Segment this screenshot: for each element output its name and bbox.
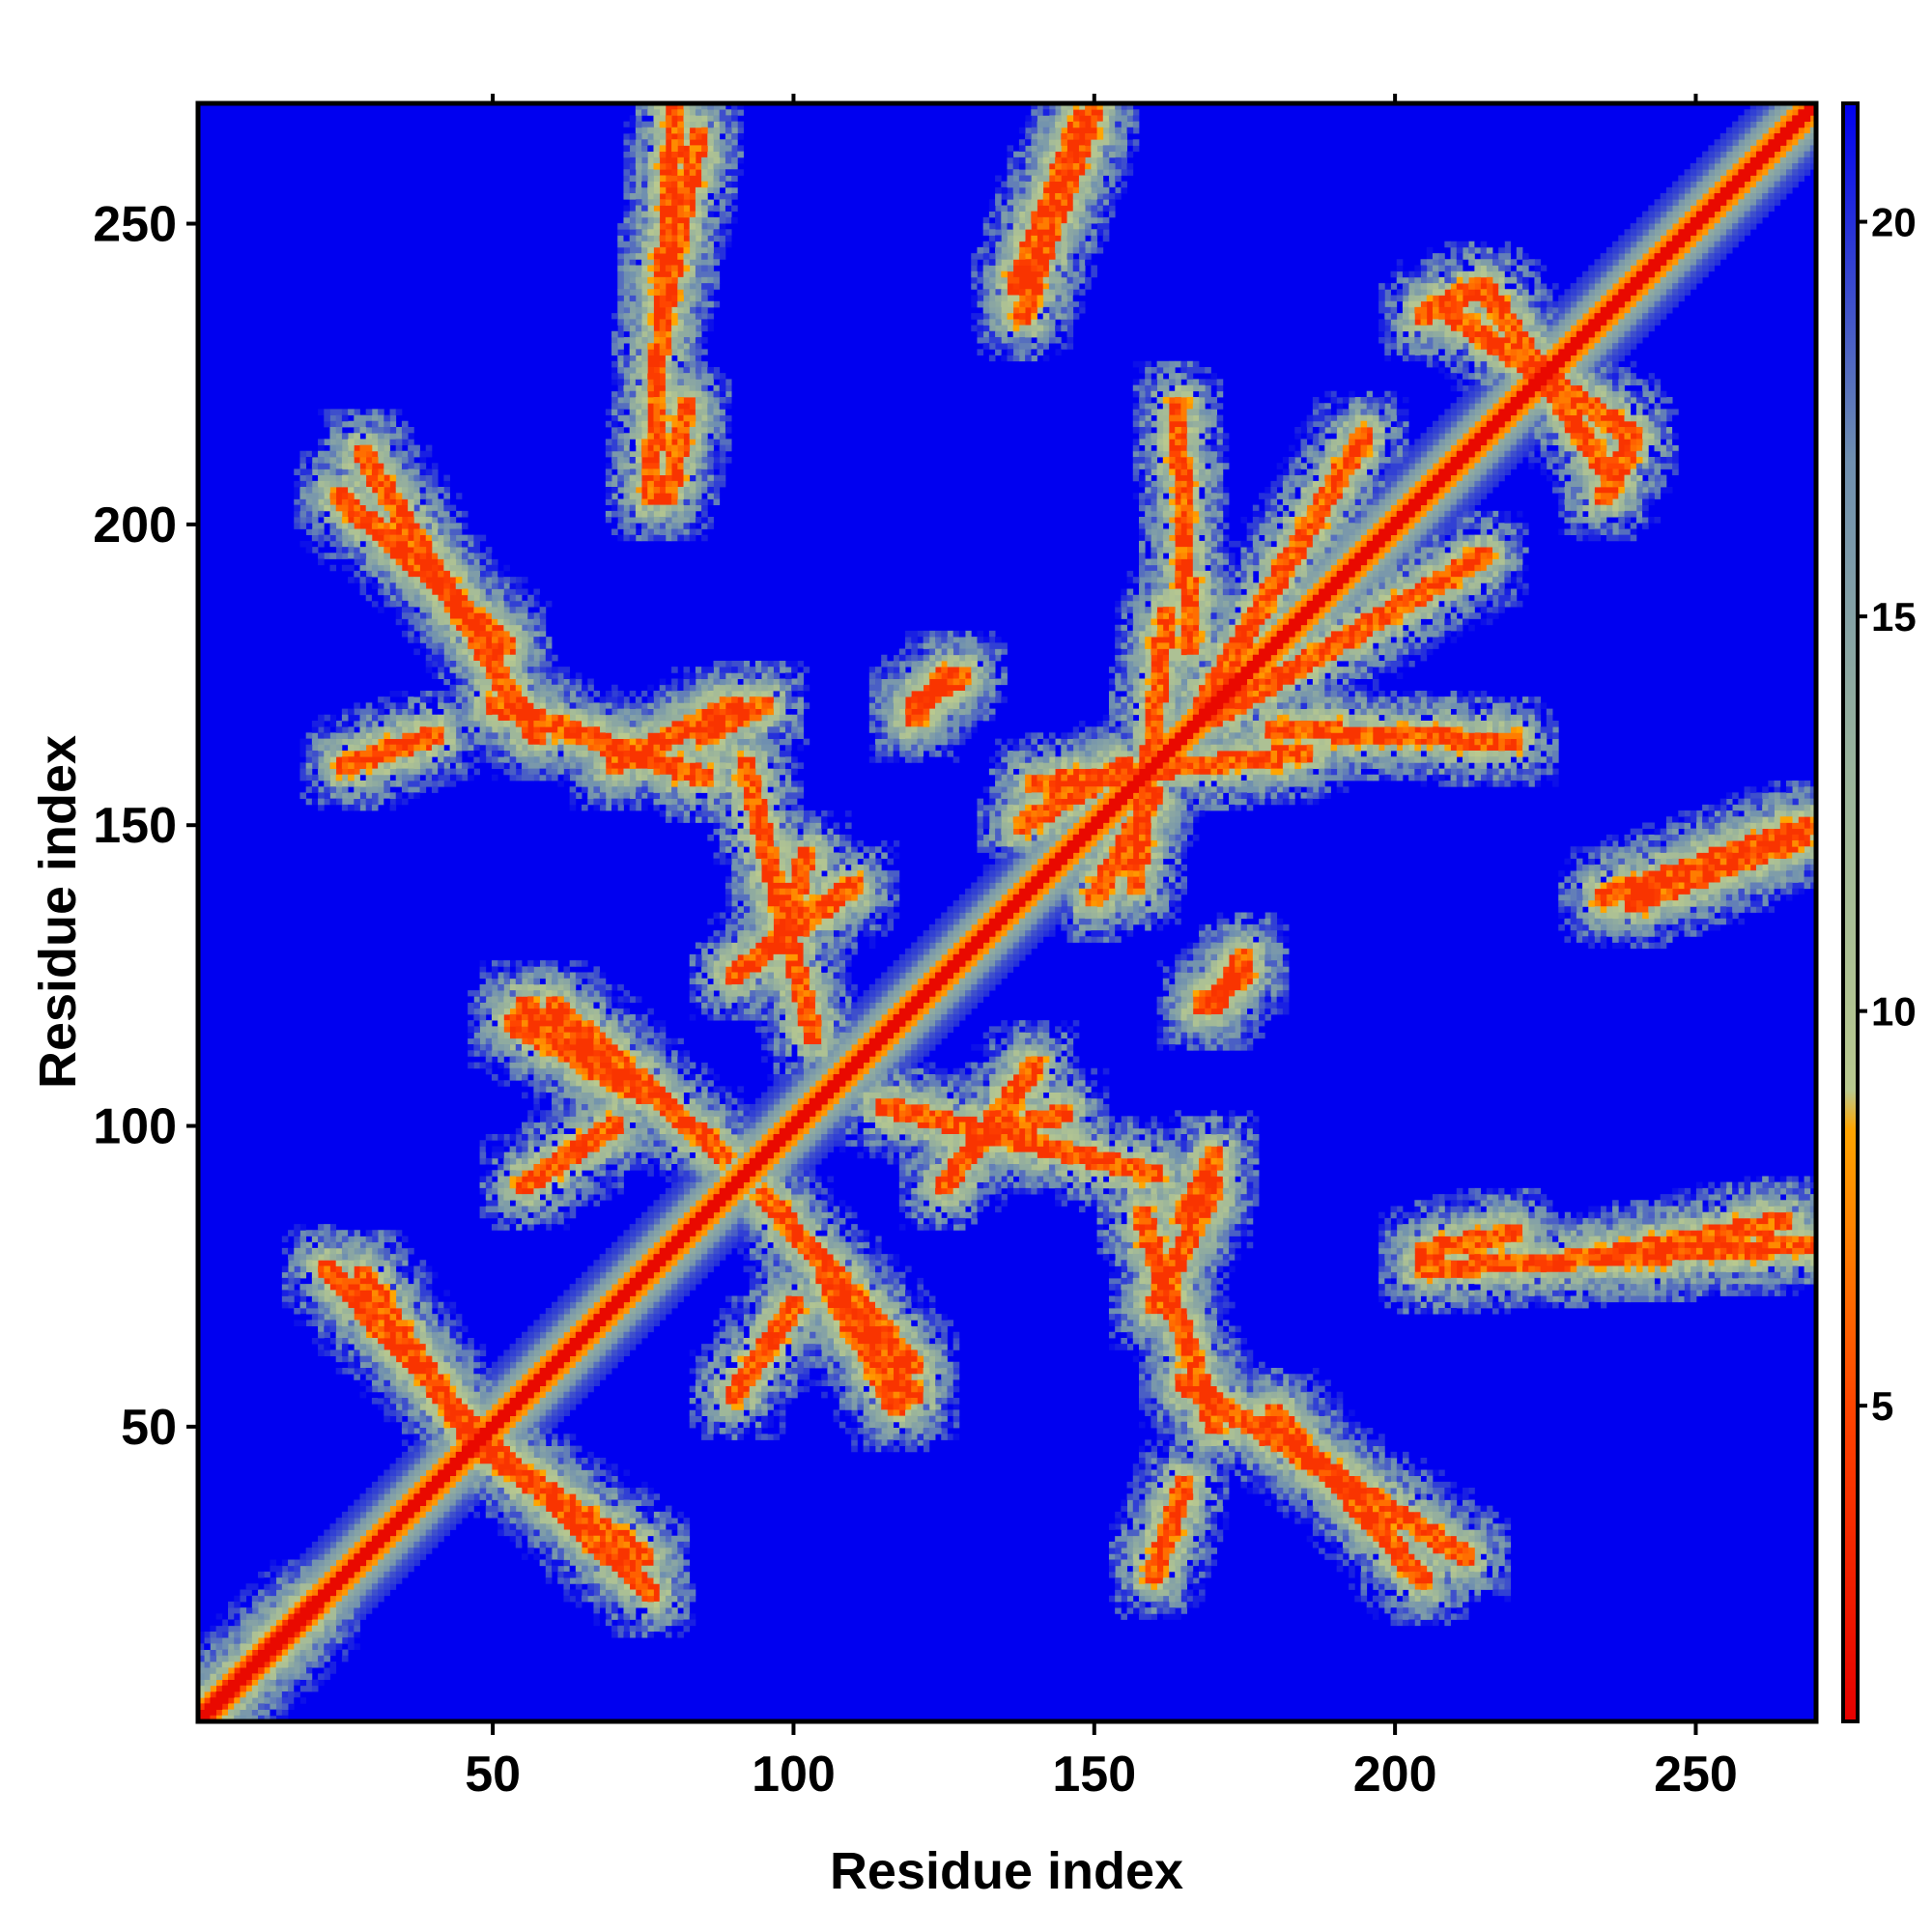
x-tick-label: 150 xyxy=(1052,1747,1136,1803)
y-axis-label: Residue index xyxy=(29,735,87,1089)
x-tick-label: 50 xyxy=(465,1747,521,1803)
colorbar-tick-label: 10 xyxy=(1871,989,1917,1035)
heatmap-cells xyxy=(198,103,1816,1721)
colorbar-tick-label: 5 xyxy=(1871,1383,1893,1429)
y-tick-label: 150 xyxy=(93,798,177,854)
y-tick-label: 50 xyxy=(121,1400,177,1456)
top-axis-ticks xyxy=(491,94,1698,103)
x-tick-label: 250 xyxy=(1654,1747,1738,1803)
y-tick-label: 100 xyxy=(93,1099,177,1155)
x-tick-label: 100 xyxy=(752,1747,836,1803)
colorbar-tick-label: 15 xyxy=(1871,594,1917,639)
colorbar xyxy=(1841,101,1860,1723)
x-tick-label: 200 xyxy=(1353,1747,1437,1803)
heatmap-cell-group xyxy=(198,103,1816,1721)
plot-frame xyxy=(195,100,1819,1724)
x-axis-ticks: 50 100 150 200 250 xyxy=(465,1721,1738,1803)
y-tick-label: 250 xyxy=(93,197,177,253)
y-tick-label: 200 xyxy=(93,497,177,554)
colorbar-tick-label: 20 xyxy=(1871,200,1917,245)
x-axis-label: Residue index xyxy=(830,1842,1183,1900)
colorbar-ticks: 5 10 15 20 xyxy=(1858,200,1917,1429)
heatmap-cell-group xyxy=(210,103,1816,1710)
y-axis-ticks: 50 100 150 200 250 xyxy=(93,197,198,1456)
